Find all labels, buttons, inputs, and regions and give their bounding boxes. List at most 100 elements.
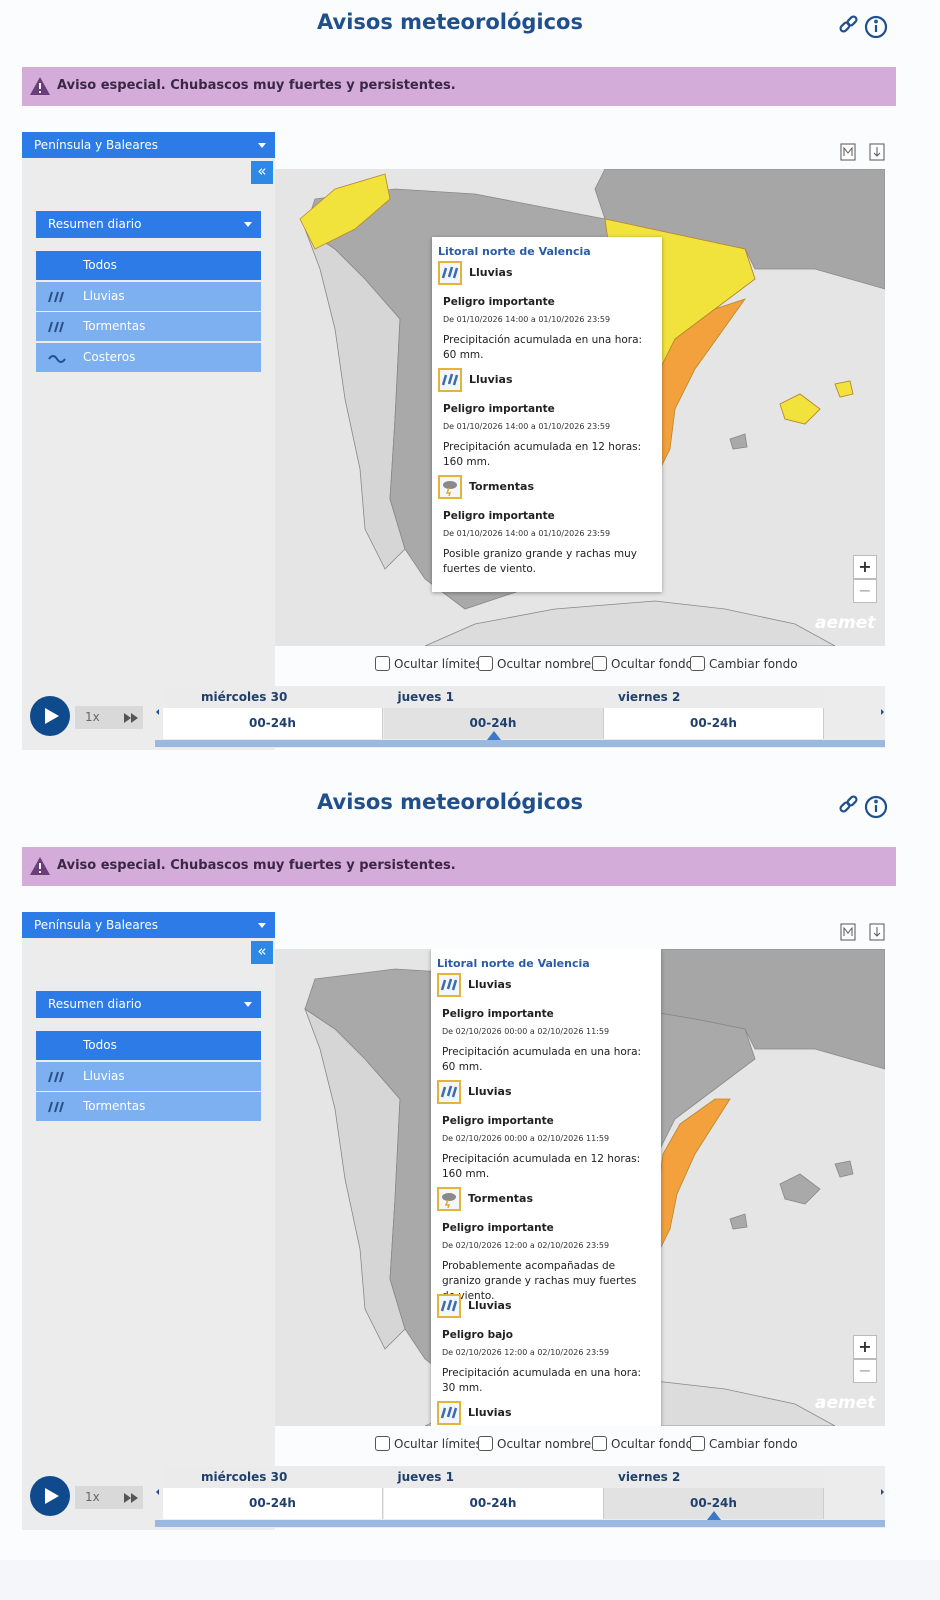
warning-level: Peligro importante [442, 1008, 554, 1020]
checkbox-box[interactable] [690, 656, 705, 671]
phenomenon-icon [441, 373, 459, 386]
checkbox-box[interactable] [690, 1436, 705, 1451]
warning-phenomenon: Lluvias [468, 1299, 512, 1312]
fast-forward [124, 1493, 138, 1503]
map-area [779, 393, 821, 425]
checkbox[interactable]: Cambiar fondo [690, 656, 798, 674]
region-text: Península y Baleares [34, 138, 158, 152]
day-column[interactable]: viernes 2 00-24h [604, 1467, 824, 1520]
alert-text: Aviso especial. Chubascos muy fuertes y … [57, 858, 456, 873]
region-select[interactable]: Península y Baleares [22, 912, 275, 938]
page-title: Avisos meteorológicos [317, 790, 583, 814]
filter-item[interactable]: Todos [36, 1031, 261, 1060]
caret [258, 143, 266, 148]
filter-item[interactable]: Costeros [36, 342, 261, 372]
day-column[interactable]: jueves 1 00-24h [383, 1467, 604, 1520]
selected-marker [707, 1511, 721, 1520]
warning-description: Precipitación acumulada en 12 horas: 160… [442, 1153, 641, 1180]
filter-text: Todos [83, 1038, 117, 1052]
filter-item[interactable]: Tormentas [36, 312, 261, 341]
checkbox[interactable]: Ocultar límites [375, 656, 482, 674]
filter-item[interactable]: Tormentas [36, 1092, 261, 1121]
summary-select[interactable]: Resumen diario [36, 991, 261, 1018]
warning-period: De 02/10/2026 12:00 a 02/10/2026 23:59 [442, 1241, 610, 1250]
checkbox[interactable]: Ocultar nombres [478, 656, 597, 674]
warning-description: Precipitación acumulada en una hora: 30 … [442, 1367, 642, 1394]
day-name: miércoles 30 [163, 687, 383, 708]
checkbox-label: Ocultar nombres [497, 1437, 598, 1451]
checkbox[interactable]: Ocultar nombres [478, 1436, 597, 1454]
phenomenon-icon [441, 266, 459, 279]
timeline-arrows [156, 709, 884, 715]
checkbox-box[interactable] [592, 656, 607, 671]
panel: Avisos meteorológicos Aviso especial. Chu… [0, 780, 940, 1560]
checkbox-box[interactable] [478, 656, 493, 671]
popup-zone: Litoral norte de Valencia [437, 957, 590, 970]
timeline-scroll [155, 1520, 885, 1527]
day-name: viernes 2 [604, 687, 824, 708]
zoom-button[interactable]: + [853, 555, 877, 579]
header-icons [839, 795, 888, 819]
warning-phenomenon: Lluvias [468, 1406, 512, 1419]
day-column[interactable]: jueves 1 00-24h [383, 687, 604, 740]
play-button[interactable] [30, 696, 70, 736]
filter-text: Costeros [83, 349, 136, 364]
checkbox-box[interactable] [478, 1436, 493, 1451]
checkbox-label: Ocultar nombres [497, 657, 598, 671]
filter-text: Tormentas [83, 1099, 146, 1113]
checkbox[interactable]: Cambiar fondo [690, 1436, 798, 1454]
speed-control[interactable]: 1x [75, 706, 143, 729]
phenomenon-icon [443, 481, 457, 497]
warning-level: Peligro importante [442, 1115, 554, 1127]
logo: aemet [815, 613, 876, 633]
caret [244, 1002, 252, 1007]
timeline-arrows [156, 1489, 884, 1495]
checkbox-box[interactable] [592, 1436, 607, 1451]
warning-period: De 02/10/2026 00:00 a 02/10/2026 11:59 [442, 1027, 610, 1036]
zoom-button[interactable]: − [853, 579, 877, 603]
warning-phenomenon: Lluvias [468, 978, 512, 991]
warning-icon [437, 1294, 461, 1318]
day-column[interactable]: viernes 2 00-24h [604, 687, 824, 740]
zoom-button[interactable]: + [853, 1335, 877, 1359]
fast-forward [124, 713, 138, 723]
play-button[interactable] [30, 1476, 70, 1516]
checkbox-label: Ocultar fondo [611, 657, 693, 671]
filter-item[interactable]: Lluvias [36, 1061, 261, 1091]
checkbox[interactable]: Ocultar fondo [592, 1436, 693, 1454]
panel: Avisos meteorológicos Aviso especial. Chu… [0, 0, 940, 780]
map-area [299, 173, 391, 250]
filter-icon [48, 321, 64, 333]
collapse-button[interactable]: « [251, 161, 273, 184]
filter-text: Tormentas [83, 319, 146, 333]
warning-level: Peligro importante [443, 296, 555, 308]
day-column[interactable]: miércoles 30 00-24h [163, 1467, 383, 1520]
map: Litoral norte de Valencia Lluvias Peligro … [275, 949, 885, 1426]
warning-icon [438, 368, 462, 392]
day-column[interactable]: miércoles 30 00-24h [163, 687, 383, 740]
zoom-button[interactable]: − [853, 1359, 877, 1383]
phenomenon-icon [440, 1406, 458, 1419]
map-area [424, 600, 836, 646]
phenomenon-icon [442, 1193, 456, 1209]
caret [244, 222, 252, 227]
summary-text: Resumen diario [48, 217, 142, 231]
checkbox[interactable]: Ocultar límites [375, 1436, 482, 1454]
day-name: jueves 1 [383, 687, 604, 708]
checkbox-box[interactable] [375, 1436, 390, 1451]
checkbox-box[interactable] [375, 656, 390, 671]
warning-description: Posible granizo grande y rachas muy fuer… [443, 548, 638, 575]
filter-item[interactable]: Todos [36, 251, 261, 280]
warning-icon [438, 475, 462, 499]
filter-item[interactable]: Lluvias [36, 281, 261, 311]
checkbox[interactable]: Ocultar fondo [592, 656, 693, 674]
summary-select[interactable]: Resumen diario [36, 211, 261, 238]
region-select[interactable]: Península y Baleares [22, 132, 275, 158]
warning-icon [437, 1080, 461, 1104]
collapse-button[interactable]: « [251, 941, 273, 964]
speed-control[interactable]: 1x [75, 1486, 143, 1509]
map-tools [840, 923, 885, 941]
warning-popup: Litoral norte de Valencia Lluvias Peligro … [432, 237, 662, 592]
map-area [834, 380, 854, 398]
warning-description: Precipitación acumulada en 12 horas: 160… [443, 441, 642, 468]
